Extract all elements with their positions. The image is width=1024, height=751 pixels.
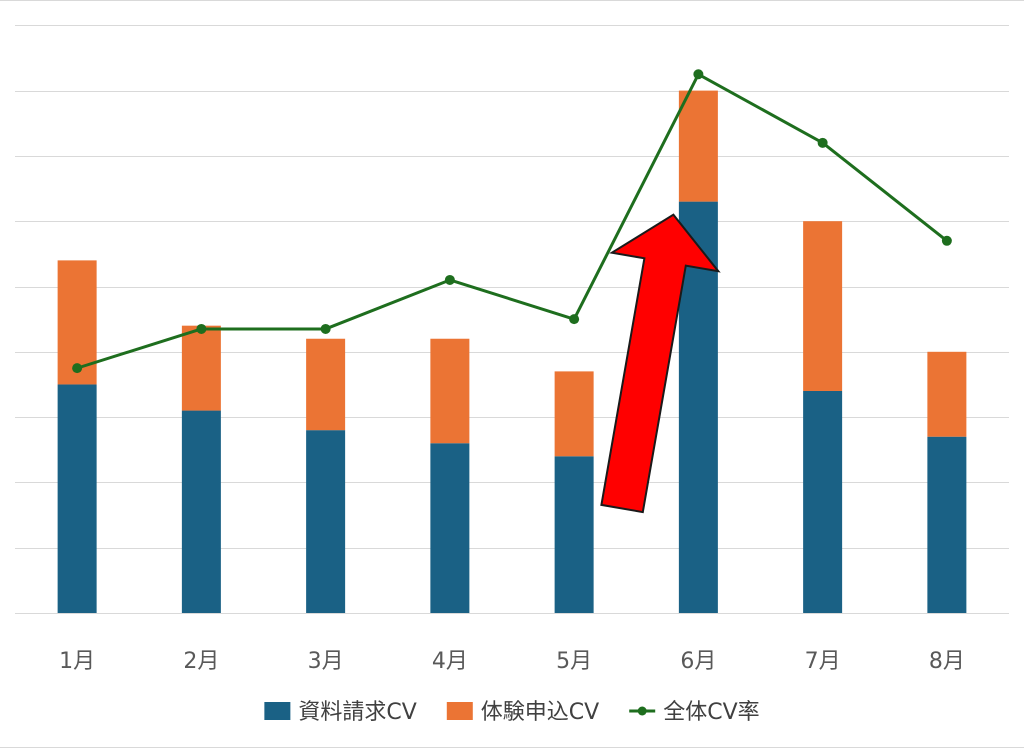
- x-tick-label: 7月: [805, 649, 841, 674]
- bar-taiken-moushikomi-cv: [430, 338, 470, 444]
- arrow-annotation: [600, 213, 721, 514]
- bar-shiryo-seikyu-cv: [554, 456, 594, 613]
- legend-label: 体験申込CV: [481, 700, 599, 725]
- x-tick-label: 4月: [432, 649, 468, 674]
- line-point: [817, 137, 828, 148]
- x-tick-label: 2月: [183, 649, 219, 674]
- gridlines: [15, 25, 1009, 614]
- line-series: [72, 69, 952, 374]
- bar-shiryo-seikyu-cv: [181, 410, 221, 613]
- x-axis-ticks: 1月 2月 3月 4月 5月 6月 7月 8月: [59, 649, 965, 674]
- legend: 資料請求CV 体験申込CV 全体CV率: [264, 700, 760, 725]
- bar-shiryo-seikyu-cv: [306, 430, 346, 613]
- bar-shiryo-seikyu-cv: [803, 390, 843, 613]
- bar-taiken-moushikomi-cv: [181, 325, 221, 411]
- legend-label: 資料請求CV: [298, 700, 416, 725]
- legend-label: 全体CV率: [663, 700, 759, 725]
- line-point: [693, 69, 704, 80]
- line-point: [444, 274, 455, 285]
- bar-taiken-moushikomi-cv: [927, 351, 967, 437]
- x-tick-label: 5月: [556, 649, 592, 674]
- x-tick-label: 1月: [59, 649, 95, 674]
- line-zentai-cv-rate: [76, 72, 948, 370]
- legend-swatch: [446, 702, 473, 720]
- annotation: [600, 213, 721, 514]
- line-point: [569, 314, 580, 325]
- x-tick-label: 6月: [680, 649, 716, 674]
- bar-shiryo-seikyu-cv: [57, 384, 97, 613]
- x-tick-label: 3月: [308, 649, 344, 674]
- bar-taiken-moushikomi-cv: [803, 221, 843, 391]
- line-point: [72, 363, 83, 374]
- bars: [57, 90, 967, 614]
- x-tick-label: 8月: [929, 649, 965, 674]
- line-point: [941, 235, 952, 246]
- bar-shiryo-seikyu-cv: [927, 436, 967, 613]
- line-point: [196, 323, 207, 334]
- bar-taiken-moushikomi-cv: [306, 338, 346, 431]
- line-point: [320, 323, 331, 334]
- bar-taiken-moushikomi-cv: [554, 371, 594, 457]
- legend-swatch: [264, 702, 291, 720]
- legend-swatch-marker: [637, 706, 647, 716]
- bar-taiken-moushikomi-cv: [678, 90, 718, 202]
- bar-shiryo-seikyu-cv: [430, 443, 470, 613]
